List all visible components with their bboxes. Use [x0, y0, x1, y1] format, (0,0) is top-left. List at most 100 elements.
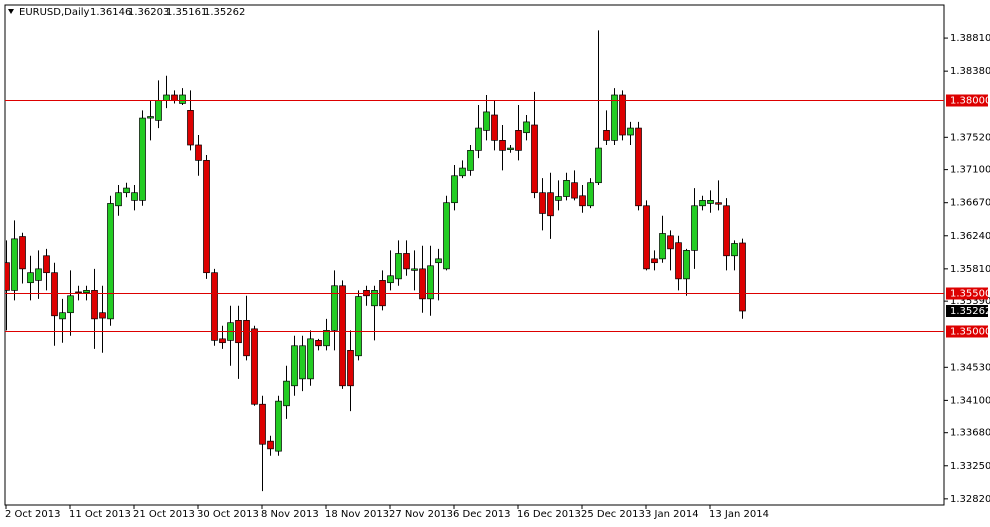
candle-body: [267, 440, 274, 450]
candle-body: [139, 117, 146, 201]
candle-body: [459, 167, 466, 177]
x-tick-label: 18 Nov 2013: [325, 509, 389, 520]
candle-body: [587, 182, 594, 207]
y-tick-label: 1.35810: [950, 264, 990, 275]
header-high: 1.36203: [128, 7, 169, 18]
candle-body: [667, 235, 674, 250]
x-tick-label: 21 Oct 2013: [133, 509, 195, 520]
candle-body: [603, 130, 610, 141]
x-tick-label: 16 Dec 2013: [517, 509, 581, 520]
candle-body: [499, 140, 506, 151]
candle-body: [147, 116, 154, 119]
candle-body: [475, 127, 482, 151]
candle-body: [75, 291, 82, 294]
candle-body: [635, 127, 642, 207]
candle-body: [547, 192, 554, 217]
y-tick-label: 1.36670: [950, 198, 990, 209]
candle-body: [211, 272, 218, 341]
level-label-box: [946, 325, 988, 338]
candle-body: [611, 94, 618, 141]
candle-body: [659, 233, 666, 260]
candle-body: [171, 94, 178, 101]
candle-body: [371, 290, 378, 307]
candle-body: [699, 200, 706, 207]
candle-body: [35, 268, 42, 281]
candle-body: [403, 253, 410, 270]
y-tick-label: 1.37100: [950, 165, 990, 176]
y-tick-label: 1.33250: [950, 461, 990, 472]
candle-body: [43, 255, 50, 274]
candle-body: [179, 94, 186, 104]
candle-body: [467, 150, 474, 171]
candle-body: [539, 192, 546, 214]
candle-body: [11, 238, 18, 291]
candle-body: [443, 202, 450, 270]
x-tick-label: 3 Jan 2014: [645, 509, 699, 520]
x-tick-label: 27 Nov 2013: [389, 509, 453, 520]
candle-body: [339, 285, 346, 387]
candle-body: [691, 205, 698, 251]
x-tick-label: 8 Nov 2013: [261, 509, 319, 520]
price-label: 1.35262: [950, 306, 990, 317]
price-label-box: [946, 305, 988, 317]
candle-body: [331, 285, 338, 331]
x-tick-label: 2 Oct 2013: [5, 509, 60, 520]
candle-body: [427, 265, 434, 300]
candle-body: [315, 340, 322, 347]
candle-body: [123, 187, 130, 194]
candle-body: [19, 236, 26, 270]
candle-body: [83, 290, 90, 294]
x-tick-label: 25 Dec 2013: [581, 509, 645, 520]
header-open: 1.36146: [90, 7, 131, 18]
y-tick-label: 1.36240: [950, 231, 990, 242]
candle-body: [299, 345, 306, 380]
candle-body: [739, 242, 746, 312]
candle-body: [107, 203, 114, 320]
x-tick-label: 13 Jan 2014: [709, 509, 769, 520]
candle-body: [483, 111, 490, 131]
candle-body: [259, 403, 266, 445]
candle-body: [579, 195, 586, 207]
level-label: 1.35000: [950, 327, 990, 338]
candle-body: [419, 268, 426, 300]
candle-body: [515, 130, 522, 151]
candle-body: [715, 202, 722, 205]
candle-body: [59, 312, 66, 320]
level-label-box: [946, 287, 988, 300]
menu-triangle: [8, 9, 14, 14]
candle-body: [131, 192, 138, 201]
candle-body: [203, 160, 210, 274]
candle-body: [283, 380, 290, 407]
candle-body: [731, 243, 738, 257]
chart-title: EURUSD,Daily: [19, 7, 90, 18]
candle-body: [275, 400, 282, 452]
candle-body: [555, 196, 562, 201]
candle-body: [243, 320, 250, 357]
y-tick-label: 1.34100: [950, 395, 990, 406]
candle-body: [683, 250, 690, 280]
y-tick-label: 1.37520: [950, 132, 990, 143]
candle-body: [651, 258, 658, 264]
candle-body: [291, 345, 298, 387]
candle-body: [395, 253, 402, 280]
candle-body: [187, 110, 194, 146]
y-tick-label: 1.33680: [950, 428, 990, 439]
candle-body: [115, 192, 122, 207]
candle-body: [507, 147, 514, 150]
y-tick-label: 1.38380: [950, 66, 990, 77]
level-label-box: [946, 94, 988, 107]
candle-body: [627, 127, 634, 136]
candle-body: [643, 205, 650, 270]
plot-frame: [4, 4, 945, 506]
candle-body: [491, 114, 498, 141]
candle-body: [5, 262, 10, 291]
candle-body: [323, 330, 330, 347]
candle-body: [163, 94, 170, 101]
candle-body: [347, 350, 354, 387]
candle-body: [355, 296, 362, 357]
candle-body: [595, 147, 602, 184]
candle-body: [619, 94, 626, 136]
candle-body: [67, 295, 74, 314]
candle-body: [523, 121, 530, 134]
